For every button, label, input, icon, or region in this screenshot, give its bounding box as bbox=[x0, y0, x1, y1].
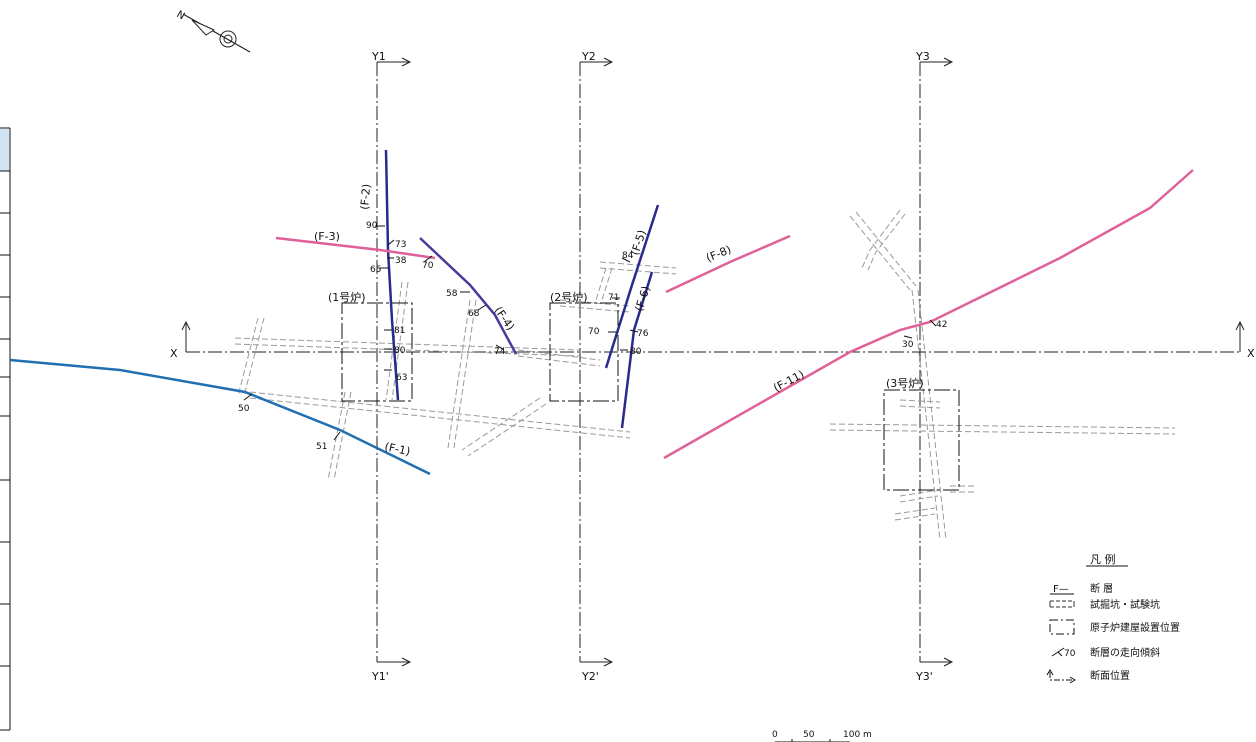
fault-label-f3: (F-3) bbox=[314, 230, 340, 243]
legend: 凡 例 F— 断 層 試掘坑・試験坑 原子炉建屋設置位置 70 断層の走向傾斜 … bbox=[1046, 552, 1180, 684]
dip-value: 70 bbox=[422, 261, 434, 271]
fault-label-f4: (F-4) bbox=[492, 304, 517, 333]
reactor-3-building bbox=[883, 389, 960, 491]
section-lines bbox=[181, 57, 1245, 667]
north-label: N bbox=[175, 9, 187, 22]
dip-value: 81 bbox=[394, 326, 405, 336]
x-label-left: X bbox=[170, 347, 178, 360]
dip-value: 80 bbox=[630, 347, 642, 357]
dip-values: 90 73 38 65 70 58 68 74 81 80 63 50 51 7… bbox=[238, 221, 947, 452]
scale-zero: 0 bbox=[772, 730, 778, 740]
legend-title: 凡 例 bbox=[1090, 552, 1116, 566]
legend-building-symbol bbox=[1049, 619, 1075, 635]
fault-f6 bbox=[620, 271, 654, 429]
fault-f2 bbox=[384, 149, 400, 401]
dip-value: 70 bbox=[588, 327, 600, 337]
dip-value: 90 bbox=[366, 221, 378, 231]
legend-strike-dip-value: 70 bbox=[1064, 649, 1076, 659]
dip-value: 30 bbox=[902, 340, 914, 350]
dip-value: 38 bbox=[395, 256, 407, 266]
section-labels: X X Y1 Y1' Y2 Y2' Y3 Y3' bbox=[170, 50, 1255, 683]
legend-fault: 断 層 bbox=[1090, 582, 1113, 595]
fault-label-f1: (F-1) bbox=[383, 440, 411, 458]
reactor-1-label: (1号炉) bbox=[328, 291, 366, 304]
faults bbox=[9, 149, 1194, 476]
legend-fault-symbol: F— bbox=[1053, 584, 1069, 595]
reactor-3-label: (3号炉) bbox=[886, 377, 924, 390]
tunnels bbox=[234, 209, 1176, 541]
dip-value: 71 bbox=[608, 293, 619, 303]
dip-value: 74 bbox=[494, 347, 506, 357]
y2p-label: Y2' bbox=[581, 670, 599, 683]
legend-section: 断面位置 bbox=[1090, 669, 1130, 682]
dip-value: 65 bbox=[370, 265, 381, 275]
strike-dip-marks bbox=[243, 225, 937, 441]
dip-value: 63 bbox=[396, 373, 407, 383]
legend-section-symbol bbox=[1049, 672, 1074, 681]
dip-value: 76 bbox=[637, 329, 649, 339]
dip-value: 58 bbox=[446, 289, 458, 299]
fault-f11 bbox=[663, 169, 1194, 460]
fault-label-f11: (F-11) bbox=[771, 368, 806, 395]
fault-f4 bbox=[419, 237, 518, 355]
reactor-1-building bbox=[341, 302, 413, 402]
dip-value: 42 bbox=[936, 320, 947, 330]
reactor-2-label: (2号炉) bbox=[550, 291, 588, 304]
reactor-2-building bbox=[549, 302, 619, 402]
fault-f8 bbox=[665, 234, 791, 294]
fault-f3 bbox=[275, 236, 436, 260]
y1-label: Y1 bbox=[371, 50, 386, 63]
dip-value: 68 bbox=[468, 309, 480, 319]
fault-label-f2: (F-2) bbox=[358, 183, 373, 210]
fault-label-f6: (F-6) bbox=[632, 284, 652, 313]
y3p-label: Y3' bbox=[915, 670, 933, 683]
dip-value: 50 bbox=[238, 404, 250, 414]
scale-bar: 0 50 100 m bbox=[772, 730, 872, 742]
fault-f1 bbox=[9, 358, 431, 476]
y3-label: Y3 bbox=[915, 50, 930, 63]
x-label-right: X bbox=[1247, 347, 1255, 360]
reactor-labels: (1号炉) (2号炉) (3号炉) bbox=[328, 291, 924, 390]
fault-f5 bbox=[604, 204, 660, 369]
legend-strike-dip: 断層の走向傾斜 bbox=[1090, 646, 1160, 659]
scale-end: 100 m bbox=[843, 730, 872, 740]
dip-value: 51 bbox=[316, 442, 327, 452]
north-arrow-icon: N bbox=[175, 9, 251, 53]
dip-value: 73 bbox=[395, 240, 406, 250]
dip-value: 84 bbox=[622, 251, 634, 261]
dip-value: 80 bbox=[394, 346, 406, 356]
legend-tunnel: 試掘坑・試験坑 bbox=[1090, 598, 1160, 611]
legend-tunnel-symbol bbox=[1050, 600, 1074, 608]
scale-mid: 50 bbox=[803, 730, 815, 740]
reactor-buildings bbox=[341, 302, 960, 491]
y2-label: Y2 bbox=[581, 50, 596, 63]
left-table-fragment bbox=[0, 127, 11, 731]
y1p-label: Y1' bbox=[371, 670, 389, 683]
legend-building: 原子炉建屋設置位置 bbox=[1090, 621, 1180, 634]
